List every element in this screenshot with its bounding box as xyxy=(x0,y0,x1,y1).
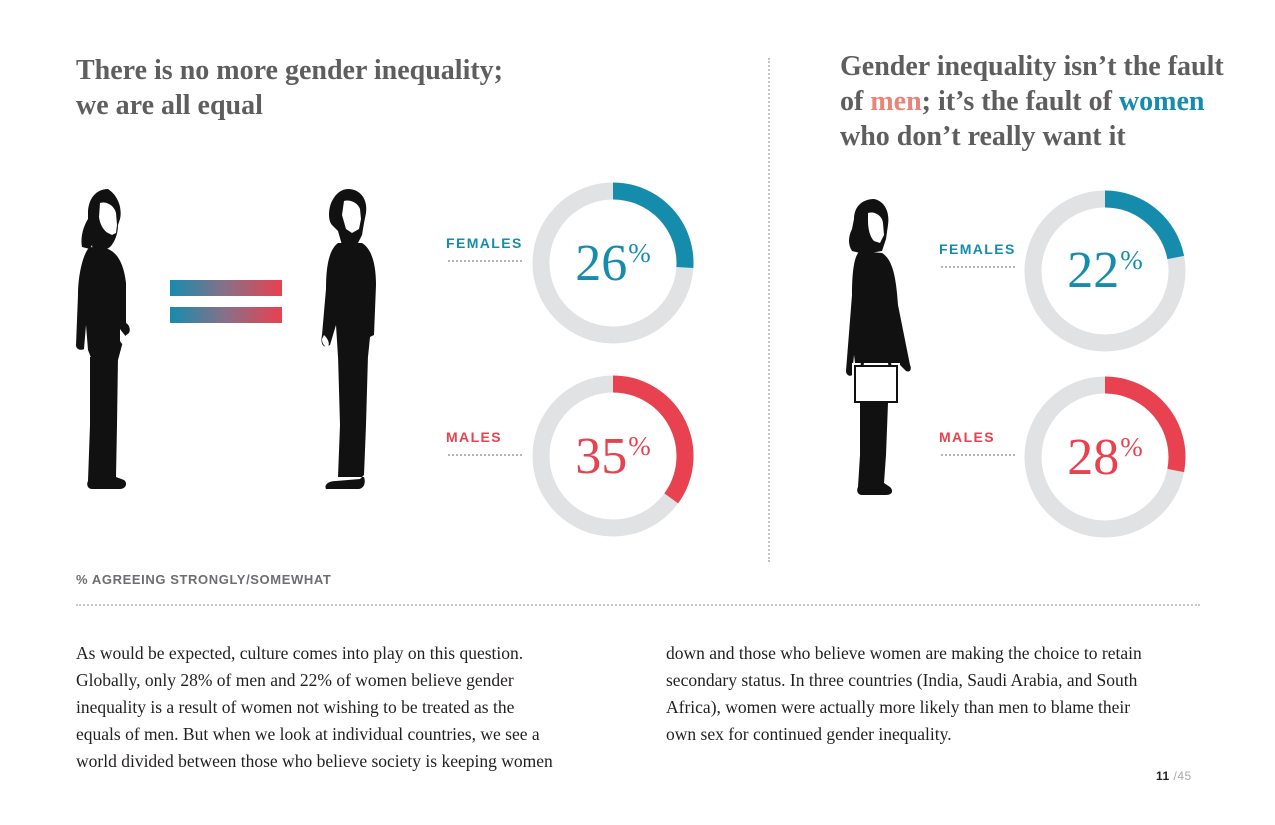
right-headline-line2: of men; it’s the fault of women xyxy=(840,84,1224,119)
right-males-dots xyxy=(941,454,1015,456)
left-males-label: MALES xyxy=(446,429,502,445)
body-col2-line: own sex for continued gender inequality. xyxy=(666,724,952,744)
left-headline: There is no more gender inequality; we a… xyxy=(76,53,503,123)
page-indicator: 11 /45 xyxy=(1156,769,1192,783)
left-males-donut xyxy=(532,375,694,537)
right-females-dots xyxy=(941,266,1015,268)
right-headline: Gender inequality isn’t the fault of men… xyxy=(840,49,1224,154)
right-males-value: 28% xyxy=(1067,429,1143,486)
left-headline-line1: There is no more gender inequality; xyxy=(76,55,503,86)
body-col2-line: secondary status. In three countries (In… xyxy=(666,670,1138,690)
left-females-donut xyxy=(532,182,694,344)
agreeing-footnote: % AGREEING STRONGLY/SOMEWHAT xyxy=(76,572,332,587)
right-males-label: MALES xyxy=(939,429,995,445)
equals-sign-icon xyxy=(170,280,282,323)
body-col1-line: inequality is a result of women not wish… xyxy=(76,697,515,717)
woman-silhouette-icon xyxy=(76,189,130,489)
right-headline-fault: ; it’s the fault of xyxy=(921,86,1119,117)
left-females-label: FEMALES xyxy=(446,235,523,251)
right-males-donut xyxy=(1024,376,1186,538)
right-headline-of: of xyxy=(840,86,871,117)
page-current: 11 xyxy=(1156,769,1170,783)
body-col1-line: equals of men. But when we look at indiv… xyxy=(76,724,540,744)
right-females-donut xyxy=(1024,190,1186,352)
body-col1-line: Globally, only 28% of men and 22% of wom… xyxy=(76,670,514,690)
body-col2-line: down and those who believe women are mak… xyxy=(666,643,1142,663)
woman-with-bag-silhouette-icon xyxy=(846,199,911,495)
headline-men-word: men xyxy=(870,86,922,117)
body-col2-line: Africa), women were actually more likely… xyxy=(666,697,1131,717)
left-headline-line2: we are all equal xyxy=(76,90,263,121)
body-col1-line: As would be expected, culture comes into… xyxy=(76,643,524,663)
panel-divider xyxy=(768,58,770,562)
right-females-label: FEMALES xyxy=(939,241,1016,257)
body-column-2: down and those who believe women are mak… xyxy=(666,640,1206,748)
page-total: /45 xyxy=(1173,769,1192,783)
left-males-dots xyxy=(448,454,522,456)
body-column-1: As would be expected, culture comes into… xyxy=(76,640,616,775)
right-males-arc xyxy=(1104,376,1186,473)
left-males-arc xyxy=(612,375,694,504)
man-silhouette-icon xyxy=(321,189,376,489)
left-females-dots xyxy=(448,260,522,262)
right-females-value: 22% xyxy=(1067,242,1143,299)
right-headline-line1: Gender inequality isn’t the fault xyxy=(840,51,1224,82)
left-males-value: 35% xyxy=(575,428,651,485)
horizontal-divider xyxy=(76,604,1200,606)
headline-women-word: women xyxy=(1118,86,1205,117)
right-females-arc xyxy=(1104,190,1185,260)
right-headline-line3: who don’t really want it xyxy=(840,121,1126,152)
left-females-value: 26% xyxy=(575,235,651,292)
left-females-arc xyxy=(612,182,694,269)
body-col1-line: world divided between those who believe … xyxy=(76,751,553,771)
